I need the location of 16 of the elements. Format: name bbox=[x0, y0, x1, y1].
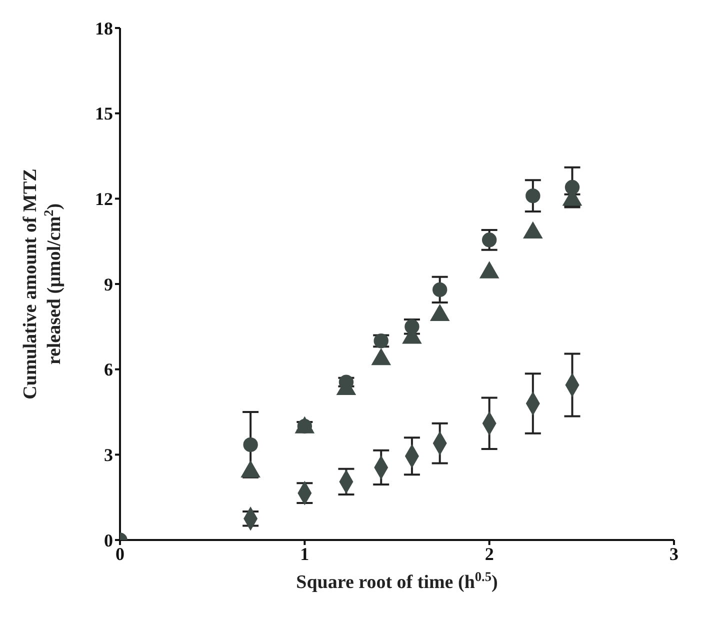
y-tick-label: 18 bbox=[95, 18, 113, 38]
point bbox=[526, 188, 540, 204]
point bbox=[564, 180, 580, 195]
y-tick-label: 15 bbox=[95, 104, 113, 124]
y-tick-label: 0 bbox=[104, 530, 113, 550]
y-tick-label: 9 bbox=[104, 274, 113, 294]
point bbox=[482, 232, 497, 248]
x-tick-label: 3 bbox=[670, 544, 678, 564]
y-tick-label: 6 bbox=[104, 360, 113, 380]
point bbox=[432, 282, 448, 298]
y-tick-label: 12 bbox=[95, 189, 113, 210]
x-tick-label: 2 bbox=[484, 544, 494, 564]
y-tick-label: 3 bbox=[104, 445, 113, 466]
x-axis-title: Square root of time (h$^{0.5}$) bbox=[296, 568, 498, 593]
x-tick-label: 1 bbox=[300, 544, 310, 564]
point bbox=[243, 437, 258, 452]
